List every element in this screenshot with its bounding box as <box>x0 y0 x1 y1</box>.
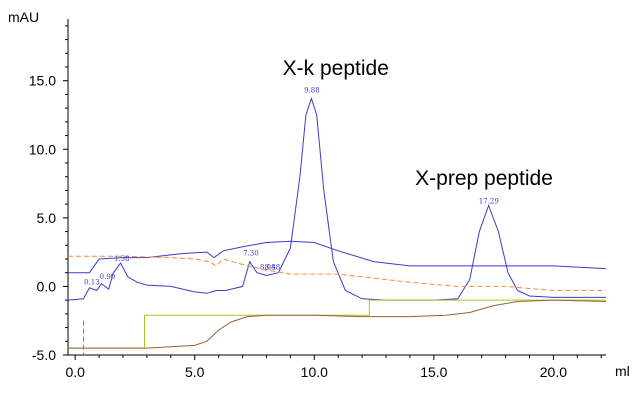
series-group <box>67 96 607 355</box>
y-tick-label: 5.0 <box>37 210 57 226</box>
y-tick-label: 15.0 <box>29 73 56 89</box>
x-tick-label: 15.0 <box>420 364 447 380</box>
series-line-1 <box>67 96 606 301</box>
y-tick-label: -5.0 <box>32 347 56 363</box>
peak-label: 9.88 <box>304 86 320 94</box>
peak-label: 7.30 <box>243 250 259 258</box>
peak-label: 8.48 <box>265 263 281 271</box>
peak-label: 8.08 <box>260 263 276 271</box>
peak-annotation: X-k peptide <box>283 57 389 80</box>
y-tick-label: 0.0 <box>37 278 57 294</box>
y-axis-unit-label: mAU <box>8 9 39 25</box>
peak-label: 17.29 <box>479 198 499 206</box>
x-tick-label: 10.0 <box>301 364 328 380</box>
series-line-2 <box>68 240 607 274</box>
series-line-3 <box>68 255 606 291</box>
series-line-5 <box>68 299 607 349</box>
labels-group: 0.130.90 1.58 7.308.088.48 9.88 17.29 X-k pep… <box>84 57 553 286</box>
x-tick-label: 20.0 <box>540 364 567 380</box>
x-tick-label: 5.0 <box>185 364 205 380</box>
peak-label: 1.58 <box>114 255 130 263</box>
y-tick-label: 10.0 <box>29 141 56 157</box>
peak-label: 0.13 <box>84 278 100 286</box>
x-axis-unit-label: ml <box>615 363 630 379</box>
series-line-4 <box>68 299 606 349</box>
axes-group: -5.0 0.0 5.0 10.0 15.0 0.0 5.0 10.0 15.0 20.0 mAU m… <box>8 9 630 380</box>
peak-label: 0.90 <box>100 273 116 281</box>
peak-annotation: X-prep peptide <box>415 167 553 190</box>
x-tick-label: 0.0 <box>65 364 85 380</box>
